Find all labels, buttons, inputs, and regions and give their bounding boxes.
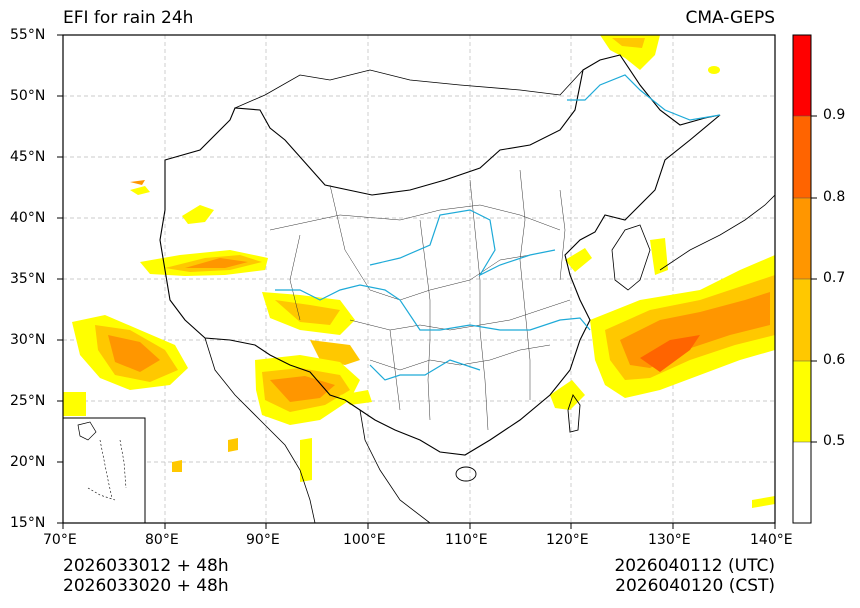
colorbar-tick-0.8: 0.8 xyxy=(823,189,846,205)
model-name: CMA-GEPS xyxy=(685,8,775,28)
lon-tick-140: 140°E xyxy=(750,532,793,548)
colorbar-bin-5 xyxy=(793,35,811,116)
colorbar-tick-0.9: 0.9 xyxy=(823,107,846,123)
lon-tick-130: 130°E xyxy=(648,532,691,548)
lon-tick-100: 100°E xyxy=(343,532,386,548)
mongolia-border xyxy=(234,69,584,109)
taiwan-coast xyxy=(567,394,581,433)
colorbar-bin-1 xyxy=(793,361,811,442)
lat-tick-55: 55°N xyxy=(10,27,46,43)
axis-ticks xyxy=(57,34,776,529)
colorbar-tick-0.5: 0.5 xyxy=(823,433,846,449)
colorbar-bin-0 xyxy=(793,442,811,523)
japan-coast xyxy=(659,194,775,271)
colorbar-bin-3 xyxy=(793,198,811,279)
colorbar-bin-4 xyxy=(793,116,811,198)
valid-time-utc: 2026040112 (UTC) xyxy=(614,556,775,576)
lat-tick-25: 25°N xyxy=(10,393,46,409)
lat-tick-30: 30°N xyxy=(10,332,46,348)
graticule xyxy=(63,35,775,523)
south-china-sea-inset xyxy=(63,417,146,523)
india-border xyxy=(204,337,316,523)
colorbar-tick-0.7: 0.7 xyxy=(823,270,846,286)
lat-tick-45: 45°N xyxy=(10,149,46,165)
map-title: EFI for rain 24h xyxy=(63,8,194,28)
colorbar-tick-0.6: 0.6 xyxy=(823,352,846,368)
colorbar-bin-2 xyxy=(793,279,811,361)
lon-tick-70: 70°E xyxy=(43,532,77,548)
lat-tick-20: 20°N xyxy=(10,454,46,470)
lat-tick-35: 35°N xyxy=(10,271,46,287)
efi-shading xyxy=(63,35,775,515)
rivers xyxy=(275,74,721,381)
hainan-coast xyxy=(455,466,477,482)
lat-tick-15: 15°N xyxy=(10,515,46,531)
init-time-cst: 2026033020 + 48h xyxy=(63,576,229,596)
valid-time-cst: 2026040120 (CST) xyxy=(615,576,775,596)
korea-coast xyxy=(611,224,651,291)
map-layers xyxy=(63,35,775,523)
lat-tick-50: 50°N xyxy=(10,88,46,104)
lon-tick-80: 80°E xyxy=(145,532,179,548)
china-border xyxy=(159,54,721,456)
init-time-utc: 2026033012 + 48h xyxy=(63,556,229,576)
lon-tick-90: 90°E xyxy=(246,532,280,548)
province-boundaries xyxy=(269,169,571,431)
lon-tick-120: 120°E xyxy=(546,532,589,548)
indochina-border xyxy=(359,409,431,523)
lon-tick-110: 110°E xyxy=(445,532,488,548)
lat-tick-40: 40°N xyxy=(10,210,46,226)
colorbar xyxy=(792,34,817,524)
